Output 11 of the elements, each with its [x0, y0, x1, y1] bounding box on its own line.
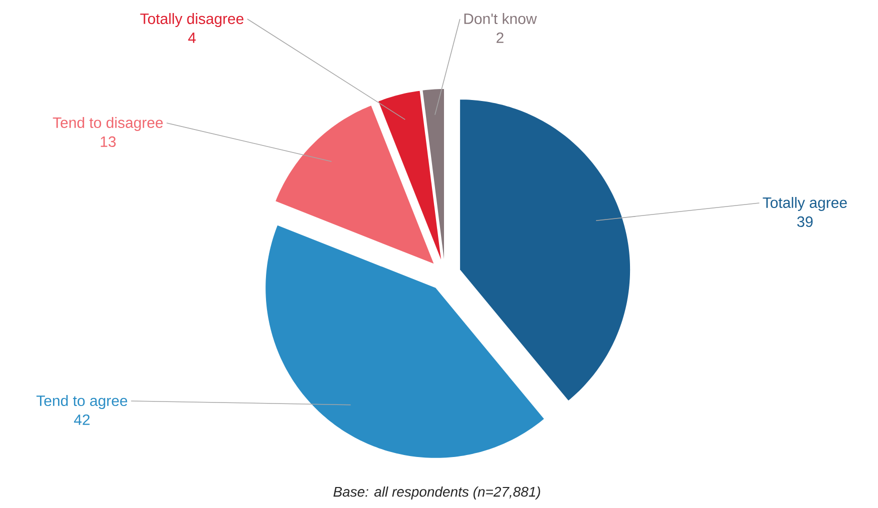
slice-label: Don't know — [464, 13, 537, 24]
slice-label: Tend to agree — [36, 395, 128, 410]
data-label: 13 — [100, 136, 116, 147]
slice-label: Totally agree — [762, 196, 847, 211]
data-label: 2 — [496, 32, 504, 43]
slice-label: Tend to disagree — [52, 116, 163, 131]
text: Base: all respondents (n=27,881) — [333, 486, 540, 500]
data-label: 39 — [797, 216, 813, 227]
slice-label: Totally disagree — [140, 13, 244, 28]
data-label: 42 — [74, 414, 90, 425]
data-label: 4 — [188, 32, 196, 43]
